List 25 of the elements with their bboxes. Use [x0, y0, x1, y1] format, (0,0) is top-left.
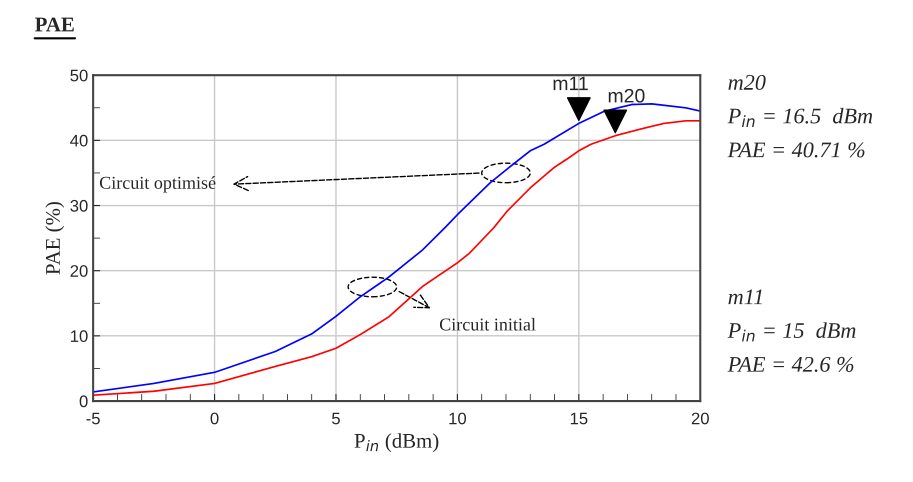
x-tick-label: 20 [692, 412, 709, 424]
annotation: m11 [554, 76, 588, 90]
text: m20 [728, 74, 766, 90]
x-tick-label: 15 [570, 412, 588, 424]
y-tick-label: 0 [80, 395, 88, 408]
annotation: Circuit optimisé [100, 176, 216, 193]
chart-title: PAE [35, 18, 74, 32]
text: PAE = 40.71 % [728, 142, 864, 158]
y-tick-label: 50 [70, 70, 88, 82]
y-tick-label: 40 [70, 134, 88, 147]
x-axis-title: P$_{in}$ (dBm) [354, 433, 438, 452]
x-tick-label: -5 [86, 412, 100, 424]
text: P$_{in}$ = 15 dBm [728, 322, 856, 342]
annotation: Circuit initial [440, 318, 536, 331]
y-tick-label: 30 [70, 200, 88, 212]
text: P$_{in}$ = 16.5 dBm [728, 108, 872, 127]
annotation: m20 [608, 88, 645, 103]
text: m11 [728, 290, 762, 304]
y-tick-label: 20 [70, 265, 88, 277]
y-tick-label: 10 [71, 330, 88, 342]
x-tick-label: 10 [449, 412, 466, 424]
x-tick-label: 0 [210, 412, 219, 424]
y-axis-title: PAE (%) [45, 202, 64, 274]
x-tick-label: 5 [332, 412, 340, 424]
text: PAE = 42.6 % [728, 356, 854, 372]
